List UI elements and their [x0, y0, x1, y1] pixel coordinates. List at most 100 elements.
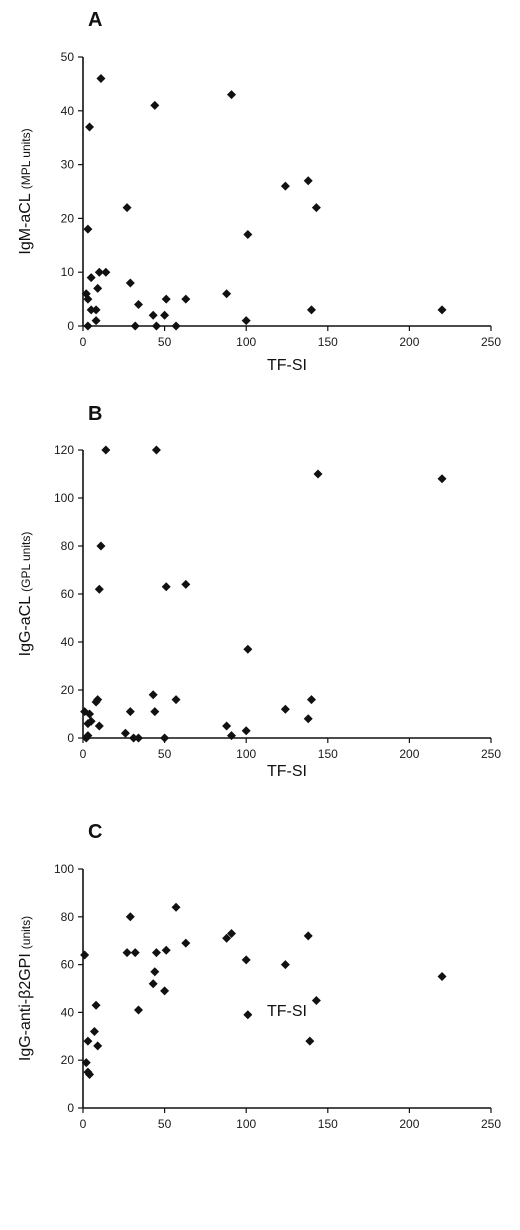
data-point	[171, 695, 181, 705]
data-point	[181, 294, 191, 304]
data-point	[133, 733, 143, 743]
panel-letter: B	[88, 403, 102, 425]
data-point	[241, 955, 251, 965]
data-point	[120, 728, 130, 738]
data-point	[303, 176, 313, 186]
data-point	[150, 967, 160, 977]
data-point	[91, 1000, 101, 1010]
y-axis-label-main: IgM-aCL	[17, 193, 34, 254]
data-point	[93, 695, 103, 705]
y-tick-label: 20	[61, 1053, 75, 1067]
data-point	[222, 721, 232, 731]
y-tick-label: 0	[67, 1101, 74, 1115]
data-point	[280, 960, 290, 970]
y-tick-label: 40	[61, 635, 75, 649]
x-tick-label: 100	[236, 1117, 256, 1131]
data-point	[148, 690, 158, 700]
y-tick-label: 0	[67, 319, 74, 333]
data-point	[150, 707, 160, 717]
data-point	[151, 445, 161, 455]
panel-c: C 0 20 40 60 80 100 0 50 100 150 200 250 TF-SI IgG-ant…	[17, 821, 501, 1131]
data-point	[83, 731, 93, 741]
x-tick-label: 50	[158, 1117, 172, 1131]
data-point	[306, 305, 316, 315]
data-point	[151, 948, 161, 958]
x-tick-label: 150	[318, 1117, 338, 1131]
x-tick-label: 0	[80, 335, 87, 349]
x-tick-label: 250	[481, 747, 501, 761]
x-tick-label: 200	[399, 747, 419, 761]
x-tick-label: 250	[481, 335, 501, 349]
x-tick-label: 100	[236, 747, 256, 761]
data-point	[241, 726, 251, 736]
x-tick-label: 150	[318, 747, 338, 761]
data-point	[243, 230, 253, 240]
data-point	[280, 704, 290, 714]
data-point	[85, 709, 95, 719]
data-point	[148, 979, 158, 989]
y-axis-label-main: IgG-aCL	[17, 596, 34, 657]
data-point	[311, 203, 321, 213]
x-tick-label: 0	[80, 747, 87, 761]
data-point	[91, 316, 101, 326]
y-axis-label-units: (units)	[19, 916, 33, 949]
data-point	[227, 90, 237, 100]
y-tick-label: 60	[61, 587, 75, 601]
data-point	[93, 283, 103, 293]
data-point	[122, 203, 132, 213]
data-point	[94, 267, 104, 277]
data-point	[130, 948, 140, 958]
data-point	[227, 731, 237, 741]
data-point	[86, 305, 96, 315]
panel-letter: C	[88, 821, 102, 843]
data-point	[222, 933, 232, 943]
y-tick-label: 30	[61, 158, 75, 172]
panel-letter: A	[88, 9, 102, 31]
data-point	[243, 1010, 253, 1020]
data-point	[96, 541, 106, 551]
data-point	[83, 224, 93, 234]
data-point	[130, 321, 140, 331]
data-point	[80, 950, 90, 960]
y-axis-label-main: IgG-anti-β2GPI	[17, 953, 34, 1061]
data-point	[83, 294, 93, 304]
data-point	[161, 582, 171, 592]
y-tick-label: 0	[67, 731, 74, 745]
data-point	[160, 310, 170, 320]
data-point	[125, 707, 135, 717]
x-tick-label: 150	[318, 335, 338, 349]
data-point	[85, 1070, 95, 1080]
data-point	[101, 445, 111, 455]
x-tick-label: 50	[158, 335, 172, 349]
data-point	[91, 305, 101, 315]
data-point	[222, 289, 232, 299]
data-point	[227, 929, 237, 939]
data-point	[94, 721, 104, 731]
data-point	[133, 299, 143, 309]
y-tick-label: 20	[61, 211, 75, 225]
y-axis-label: IgM-aCL (MPL units)	[17, 128, 34, 254]
data-point	[313, 469, 323, 479]
data-point	[83, 321, 93, 331]
x-axis-label: TF-SI	[267, 357, 307, 374]
y-axis-label-units: (MPL units)	[19, 128, 33, 189]
x-axis-label: TF-SI	[267, 1003, 307, 1020]
data-point	[125, 278, 135, 288]
panel-a: A 0 10 20 30 40 50 0 50 100 150 200 250 TF-SI IgM-aCL (…	[17, 9, 501, 374]
y-tick-label: 40	[61, 104, 75, 118]
y-axis-label: IgG-aCL (GPL units)	[17, 532, 34, 657]
data-point	[101, 267, 111, 277]
data-point	[181, 938, 191, 948]
data-point	[151, 321, 161, 331]
data-point	[280, 181, 290, 191]
x-tick-label: 50	[158, 747, 172, 761]
data-point	[306, 695, 316, 705]
x-tick-label: 200	[399, 335, 419, 349]
y-tick-label: 80	[61, 539, 75, 553]
data-point	[93, 1041, 103, 1051]
data-point	[305, 1036, 315, 1046]
y-tick-label: 10	[61, 265, 75, 279]
y-tick-label: 50	[61, 50, 75, 64]
y-tick-label: 100	[54, 491, 74, 505]
